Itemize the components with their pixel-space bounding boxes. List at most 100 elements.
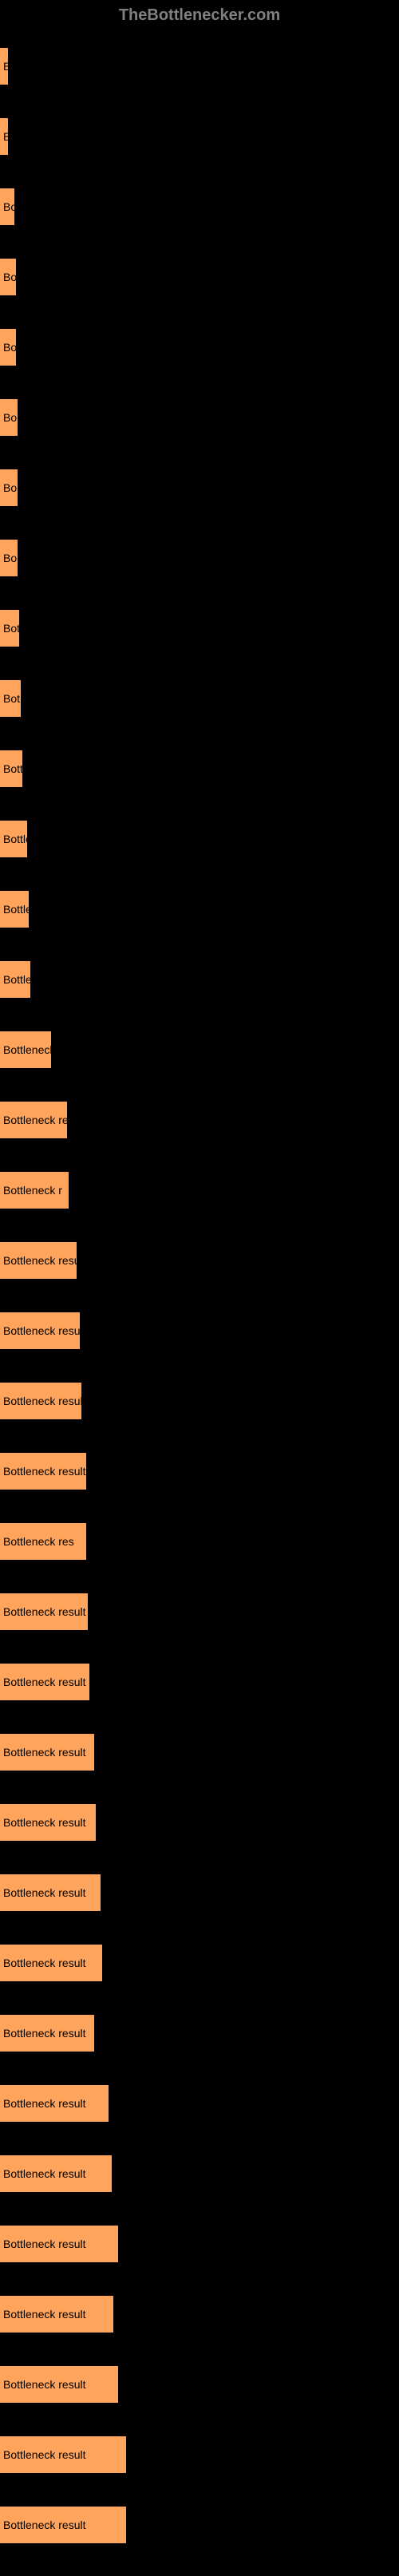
bar-label: Bot [3,692,20,705]
bar-label: Bo [3,341,16,354]
bar-label: Bottleneck result [3,2238,86,2250]
bar-row: Bottleneck result [0,1717,399,1787]
bar-label: Bottleneck resul [3,1395,81,1407]
bar-row: Bottleneck result [0,1858,399,1928]
bar-label: Bottleneck result [3,2097,86,2110]
bar: Bottleneck resul [0,1242,77,1279]
bar-label: Bottleneck result [3,1746,86,1759]
bar-row: Bo [0,312,399,382]
bar-label: Bo [3,411,17,424]
bar: Bottleneck result [0,2015,94,2052]
bar-label: Bottleneck result [3,1816,86,1829]
bar-row: Bottleneck result [0,1577,399,1647]
bar: Bottleneck result [0,2296,113,2333]
bar: Bot [0,610,19,647]
bar-label: Bottleneck result [3,2167,86,2180]
bar-label: Bottlen [3,973,30,986]
bar-row: Bottleneck result [0,1436,399,1506]
bar-row: B [0,31,399,101]
bar-label: Bottleneck result [3,1886,86,1899]
bar: Bottlen [0,961,30,998]
bar-row: Bottleneck result [0,1787,399,1858]
bar-row: Bo [0,382,399,453]
bar: Bottleneck result [0,2226,118,2262]
bar-row: Bo [0,453,399,523]
bar-row: Bottleneck result [0,2490,399,2560]
bar: Bottleneck result [0,1804,96,1841]
bar: Bottleneck res [0,1102,67,1138]
bar: Bo [0,540,18,576]
bar-row: Bottleneck r [0,1155,399,1225]
bar-row: Bottleneck resul [0,1366,399,1436]
bar: Bottleneck result [0,1593,88,1630]
bar-label: Bottleneck result [3,1465,86,1478]
bar: Bottleneck result [0,1312,80,1349]
bar: Bo [0,259,16,295]
bar-row: Bottleneck [0,1015,399,1085]
header: TheBottlenecker.com [0,0,399,31]
bar: Bottleneck result [0,2155,112,2192]
bar-row: Bottleneck result [0,2139,399,2209]
bar-row: Bottleneck result [0,1928,399,1998]
bar-row: Bot [0,663,399,734]
bar-label: Bottleneck result [3,2027,86,2040]
bar-row: Bottleneck result [0,2279,399,2349]
bar-label: Bottleneck result [3,2378,86,2391]
bar-label: Bot [3,622,19,635]
bar: Bottleneck result [0,2366,118,2403]
bar-label: Bottleneck result [3,1605,86,1618]
bar-label: Bo [3,200,14,213]
bar: Bo [0,188,14,225]
bar: Bottle [0,891,29,928]
bar-row: Bottleneck result [0,2209,399,2279]
bar: Bottleneck result [0,1453,86,1490]
bar-label: Bottleneck res [3,1535,74,1548]
bar-label: Bottleneck result [3,2448,86,2461]
bar-label: Bo [3,271,16,283]
bar-row: Bottleneck res [0,1506,399,1577]
bar-row: Bottleneck result [0,1647,399,1717]
bar-label: Bottleneck result [3,1957,86,1969]
bar-label: Bottleneck r [3,1184,62,1197]
bar-row: Bo [0,523,399,593]
bar-label: Bo [3,552,17,564]
bar: Bottleneck r [0,1172,69,1209]
bar-label: Bottleneck res [3,1114,67,1126]
bar-row: Bottleneck resul [0,1225,399,1296]
bar-label: Bottleneck result [3,2519,86,2531]
bar-row: Bott [0,734,399,804]
bar-row: Bottleneck result [0,2349,399,2420]
bar-row: Bottleneck result [0,1296,399,1366]
bar-label: B [3,130,8,143]
bar-row: Bottleneck res [0,1085,399,1155]
bar-row: Bottleneck result [0,2420,399,2490]
bar: B [0,48,8,85]
bar-row: Bottleneck result [0,2068,399,2139]
bar-label: Bottleneck result [3,1324,80,1337]
bar-row: Bo [0,242,399,312]
bar: Bottle [0,821,27,857]
bar-row: Bot [0,593,399,663]
bar-label: Bo [3,481,17,494]
bar-row: Bottlen [0,944,399,1015]
bar-label: Bottleneck [3,1043,51,1056]
bar-row: Bottle [0,874,399,944]
bar-label: Bott [3,762,22,775]
bar-label: Bottle [3,903,29,916]
bar: B [0,118,8,155]
bar-row: Bo [0,172,399,242]
bar-label: Bottle [3,833,27,845]
bar: Bottleneck [0,1031,51,1068]
bar: Bottleneck result [0,1874,101,1911]
bar: Bottleneck result [0,1945,102,1981]
bar-row: Bottleneck result [0,1998,399,2068]
header-title: TheBottlenecker.com [119,6,280,24]
bar: Bot [0,680,21,717]
bar-label: B [3,60,8,73]
bar: Bott [0,750,22,787]
bar: Bottleneck result [0,2085,109,2122]
bar-label: Bottleneck result [3,2308,86,2321]
bar: Bottleneck result [0,1664,89,1700]
bar-chart: B B Bo Bo Bo Bo Bo Bo Bot Bot Bott Bottle Bottle Bott… [0,31,399,2576]
bar: Bottleneck result [0,2436,126,2473]
